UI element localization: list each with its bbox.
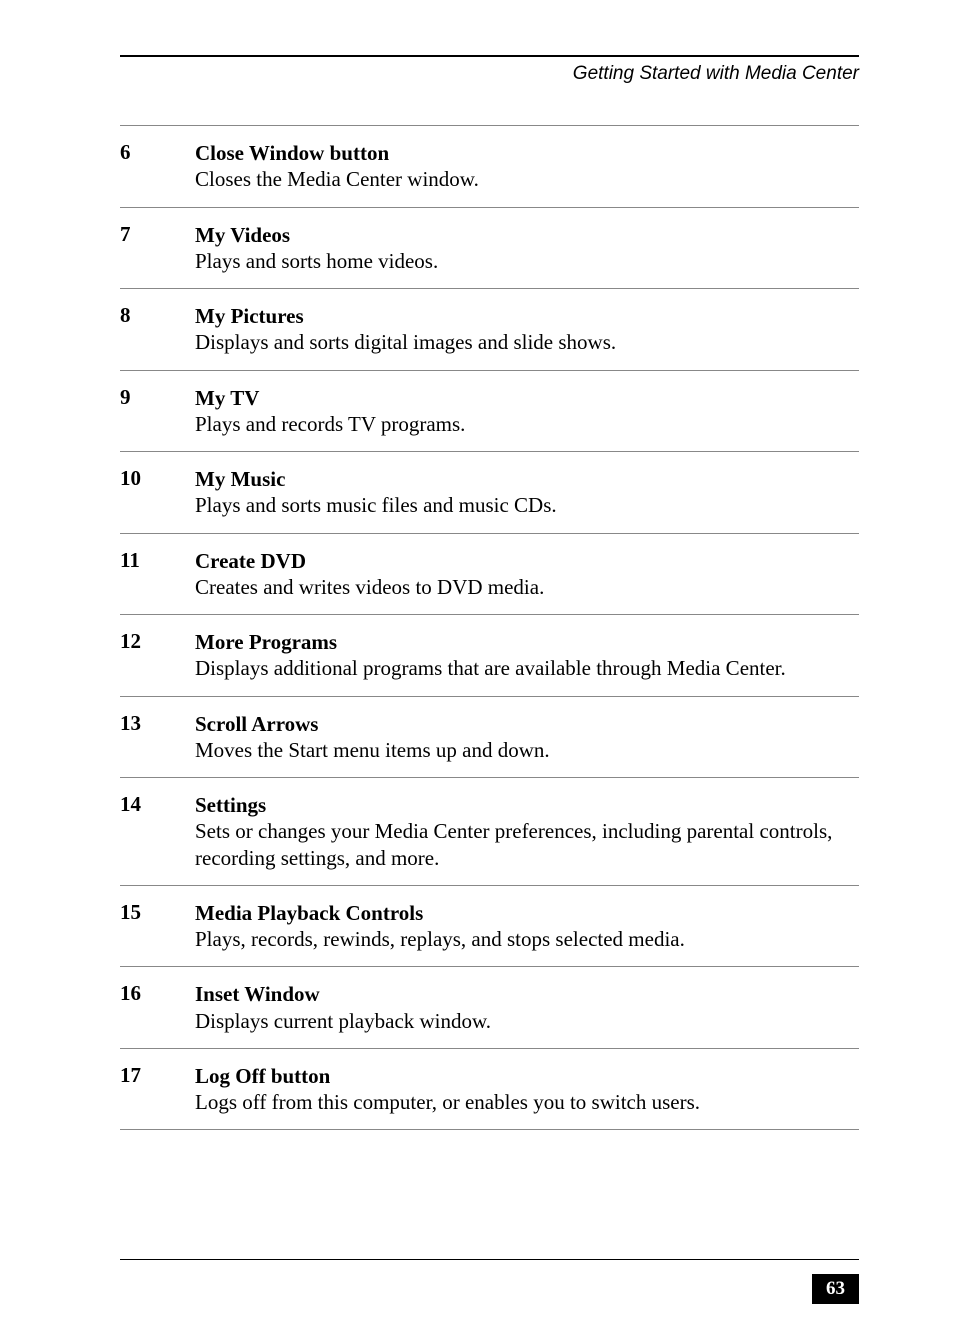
entry-description: Plays and records TV programs. [195,411,859,437]
entry-number: 8 [120,303,195,356]
entry-row: 6 Close Window button Closes the Media C… [120,125,859,207]
entry-title: Close Window button [195,140,859,166]
entry-title: My TV [195,385,859,411]
entry-content: Media Playback Controls Plays, records, … [195,900,859,953]
entry-number: 7 [120,222,195,275]
entry-row: 12 More Programs Displays additional pro… [120,614,859,696]
page-number: 63 [812,1274,859,1304]
entry-row: 13 Scroll Arrows Moves the Start menu it… [120,696,859,778]
entry-number: 6 [120,140,195,193]
entry-number: 9 [120,385,195,438]
entry-row: 9 My TV Plays and records TV programs. [120,370,859,452]
entry-content: My Pictures Displays and sorts digital i… [195,303,859,356]
entry-number: 11 [120,548,195,601]
bottom-rule [120,1129,859,1130]
entry-title: My Pictures [195,303,859,329]
entry-row: 11 Create DVD Creates and writes videos … [120,533,859,615]
entry-description: Displays additional programs that are av… [195,655,859,681]
entry-title: Log Off button [195,1063,859,1089]
entry-row: 16 Inset Window Displays current playbac… [120,966,859,1048]
running-header: Getting Started with Media Center [120,63,859,85]
entry-description: Logs off from this computer, or enables … [195,1089,859,1115]
entry-row: 17 Log Off button Logs off from this com… [120,1048,859,1130]
entry-row: 14 Settings Sets or changes your Media C… [120,777,859,885]
entry-description: Displays and sorts digital images and sl… [195,329,859,355]
entry-content: More Programs Displays additional progra… [195,629,859,682]
entry-number: 14 [120,792,195,871]
entry-row: 10 My Music Plays and sorts music files … [120,451,859,533]
entry-description: Plays and sorts home videos. [195,248,859,274]
entry-number: 13 [120,711,195,764]
entry-title: My Videos [195,222,859,248]
entry-description: Plays, records, rewinds, replays, and st… [195,926,859,952]
entry-row: 7 My Videos Plays and sorts home videos. [120,207,859,289]
entry-content: My Videos Plays and sorts home videos. [195,222,859,275]
entry-description: Moves the Start menu items up and down. [195,737,859,763]
entry-title: More Programs [195,629,859,655]
entry-content: Close Window button Closes the Media Cen… [195,140,859,193]
entry-content: Create DVD Creates and writes videos to … [195,548,859,601]
entry-title: Create DVD [195,548,859,574]
entry-description: Plays and sorts music files and music CD… [195,492,859,518]
entry-description: Creates and writes videos to DVD media. [195,574,859,600]
entry-content: Log Off button Logs off from this comput… [195,1063,859,1116]
entry-description: Sets or changes your Media Center prefer… [195,818,859,871]
entry-content: Inset Window Displays current playback w… [195,981,859,1034]
entry-row: 8 My Pictures Displays and sorts digital… [120,288,859,370]
entry-row: 15 Media Playback Controls Plays, record… [120,885,859,967]
top-rule [120,55,859,57]
entry-title: Media Playback Controls [195,900,859,926]
entry-title: Settings [195,792,859,818]
entry-content: Settings Sets or changes your Media Cent… [195,792,859,871]
entry-title: Inset Window [195,981,859,1007]
entry-number: 10 [120,466,195,519]
entry-number: 17 [120,1063,195,1116]
entry-description: Closes the Media Center window. [195,166,859,192]
entry-title: Scroll Arrows [195,711,859,737]
entry-content: My Music Plays and sorts music files and… [195,466,859,519]
entry-content: My TV Plays and records TV programs. [195,385,859,438]
entry-content: Scroll Arrows Moves the Start menu items… [195,711,859,764]
entry-number: 15 [120,900,195,953]
entry-description: Displays current playback window. [195,1008,859,1034]
entry-title: My Music [195,466,859,492]
document-page: Getting Started with Media Center 6 Clos… [0,0,954,1130]
entry-number: 16 [120,981,195,1034]
entry-number: 12 [120,629,195,682]
footer-rule [120,1259,859,1260]
